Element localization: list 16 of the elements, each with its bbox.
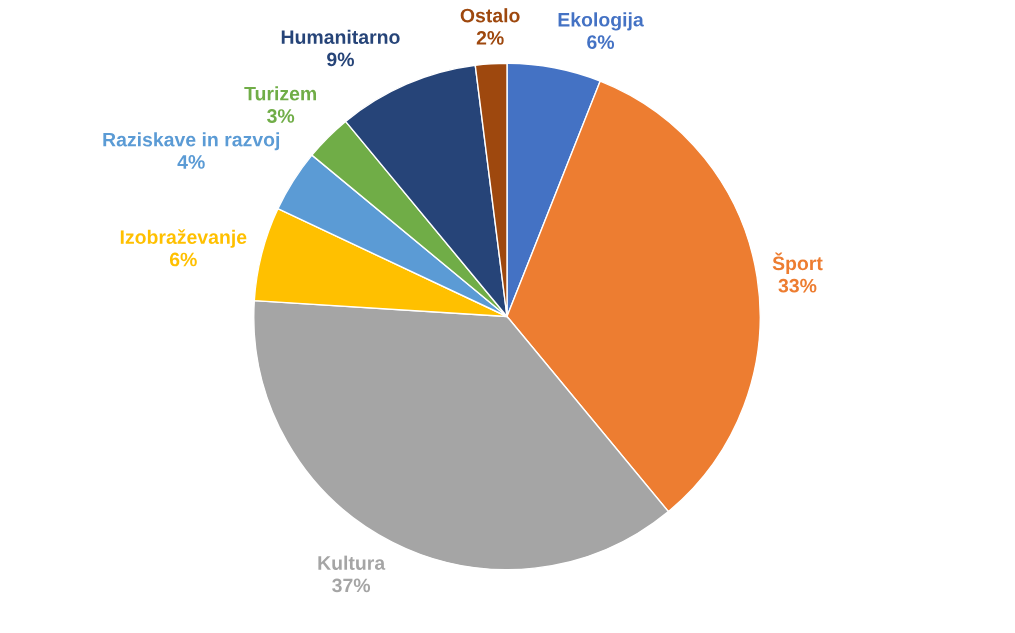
- slice-label: Izobraževanje: [120, 229, 247, 248]
- data-label: 9%: [327, 52, 354, 67]
- data-label: 33%: [778, 278, 817, 293]
- slice-label: Turizem: [244, 86, 317, 101]
- slice-label: Kultura: [318, 555, 386, 570]
- slice-label: Raziskave in razvoj: [103, 132, 280, 151]
- data-label: 6%: [587, 35, 615, 50]
- data-label: 3%: [267, 109, 295, 123]
- data-label: 6%: [169, 252, 197, 267]
- data-label: 37%: [332, 578, 371, 593]
- data-label: 4%: [177, 155, 205, 169]
- slice-label: Šport: [772, 252, 823, 275]
- data-label: 2%: [476, 31, 504, 45]
- slice-label: Ekologija: [558, 12, 644, 31]
- slice-label: Humanitarno: [281, 29, 400, 44]
- slice-label: Ostalo: [460, 8, 520, 23]
